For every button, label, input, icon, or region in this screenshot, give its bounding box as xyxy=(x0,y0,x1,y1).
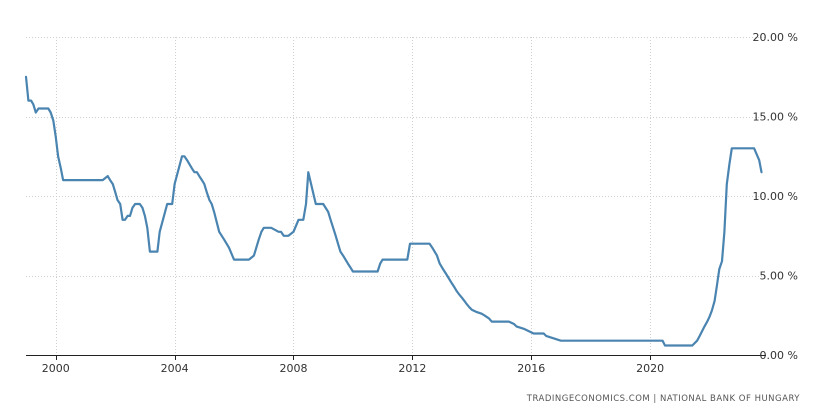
y-tick-label: 5.00 % xyxy=(760,270,798,283)
x-tick-label: 2012 xyxy=(398,362,426,375)
y-tick-label: 0.00 % xyxy=(760,349,798,362)
x-tick-label: 2016 xyxy=(517,362,545,375)
y-tick-label: 10.00 % xyxy=(753,190,798,203)
series-line xyxy=(24,75,763,347)
x-tick-label: 2020 xyxy=(636,362,664,375)
x-tick-label: 2004 xyxy=(161,362,189,375)
source-attribution: TRADINGECONOMICS.COM | NATIONAL BANK OF … xyxy=(526,394,801,404)
y-tick-label: 15.00 % xyxy=(753,111,798,124)
y-tick-label: 20.00 % xyxy=(753,31,798,44)
x-tick-label: 2000 xyxy=(42,362,70,375)
x-axis-ticks: 2000 2004 2008 2012 2016 2020 xyxy=(42,362,664,375)
x-tick-label: 2008 xyxy=(279,362,307,375)
gridlines xyxy=(26,37,766,360)
y-axis-ticks: 0.00 % 5.00 % 10.00 % 15.00 % 20.00 % xyxy=(753,31,798,362)
